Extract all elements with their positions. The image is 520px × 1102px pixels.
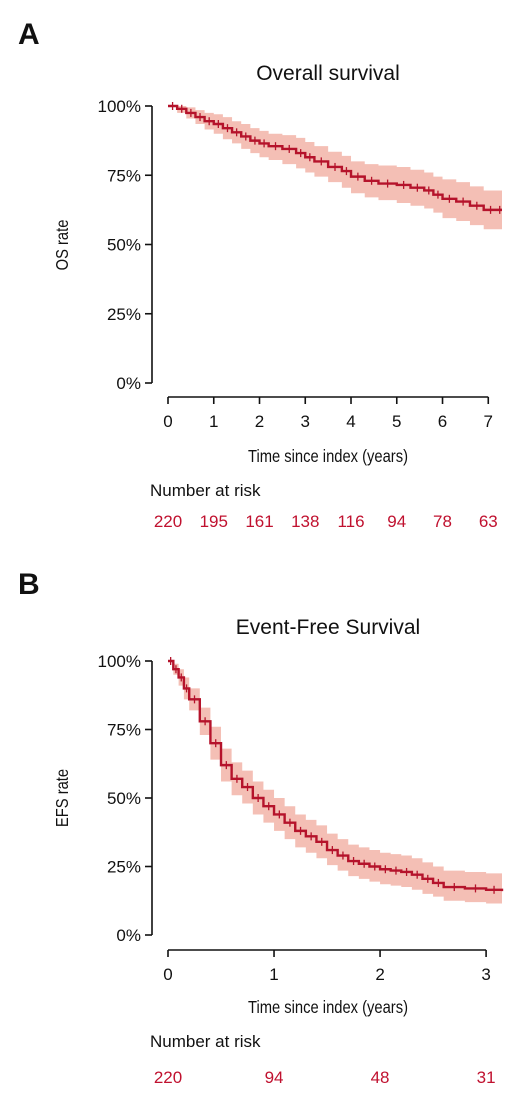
risk-count: 31 <box>477 1068 496 1087</box>
risk-table-title: Number at risk <box>150 1032 261 1051</box>
y-tick-label: 0% <box>116 374 141 393</box>
y-tick-label: 100% <box>98 97 141 116</box>
confidence-band <box>168 661 502 904</box>
y-axis-label: EFS rate <box>53 769 73 827</box>
risk-count: 94 <box>265 1068 284 1087</box>
panel-a-label: A <box>18 18 40 51</box>
y-tick-label: 75% <box>107 166 141 185</box>
x-tick-label: 7 <box>484 412 493 431</box>
chart-title: Overall survival <box>256 62 400 85</box>
y-tick-label: 50% <box>107 789 141 808</box>
x-tick-label: 0 <box>163 965 172 984</box>
event-free-survival-chart: Event-Free Survival 0% 25% 50% 75% 100% 0 1 2 3 Ti… <box>53 616 504 1087</box>
x-axis-label: Time since index (years) <box>248 447 408 467</box>
risk-count: 220 <box>154 1068 182 1087</box>
risk-count: 220 <box>154 512 182 531</box>
y-tick-label: 25% <box>107 305 141 324</box>
risk-count: 48 <box>371 1068 390 1087</box>
x-tick-label: 5 <box>392 412 401 431</box>
x-axis-label: Time since index (years) <box>248 998 408 1018</box>
overall-survival-chart: Overall survival 0% 25% 50% 75% 100% 0 1 2 3 4 5 6 7 T… <box>53 62 502 531</box>
x-tick-label: 3 <box>481 965 490 984</box>
survival-curve <box>168 659 504 892</box>
risk-count: 161 <box>245 512 273 531</box>
survival-curve <box>168 104 502 212</box>
y-tick-label: 0% <box>116 926 141 945</box>
x-tick-label: 4 <box>346 412 355 431</box>
y-tick-label: 75% <box>107 721 141 740</box>
y-tick-label: 50% <box>107 236 141 255</box>
x-tick-label: 1 <box>269 965 278 984</box>
x-tick-label: 6 <box>438 412 447 431</box>
risk-count: 94 <box>387 512 406 531</box>
risk-count: 78 <box>433 512 452 531</box>
risk-count: 195 <box>200 512 228 531</box>
y-tick-label: 100% <box>98 652 141 671</box>
y-tick-label: 25% <box>107 858 141 877</box>
risk-table-title: Number at risk <box>150 481 261 500</box>
x-tick-label: 0 <box>163 412 172 431</box>
x-tick-label: 2 <box>375 965 384 984</box>
x-tick-label: 3 <box>301 412 310 431</box>
chart-title: Event-Free Survival <box>236 616 420 639</box>
panel-b-label: B <box>18 568 40 601</box>
risk-count: 116 <box>337 512 364 531</box>
x-tick-label: 1 <box>209 412 218 431</box>
risk-count: 138 <box>291 512 319 531</box>
y-axis-label: OS rate <box>53 220 73 271</box>
x-tick-label: 2 <box>255 412 264 431</box>
risk-count: 63 <box>479 512 498 531</box>
